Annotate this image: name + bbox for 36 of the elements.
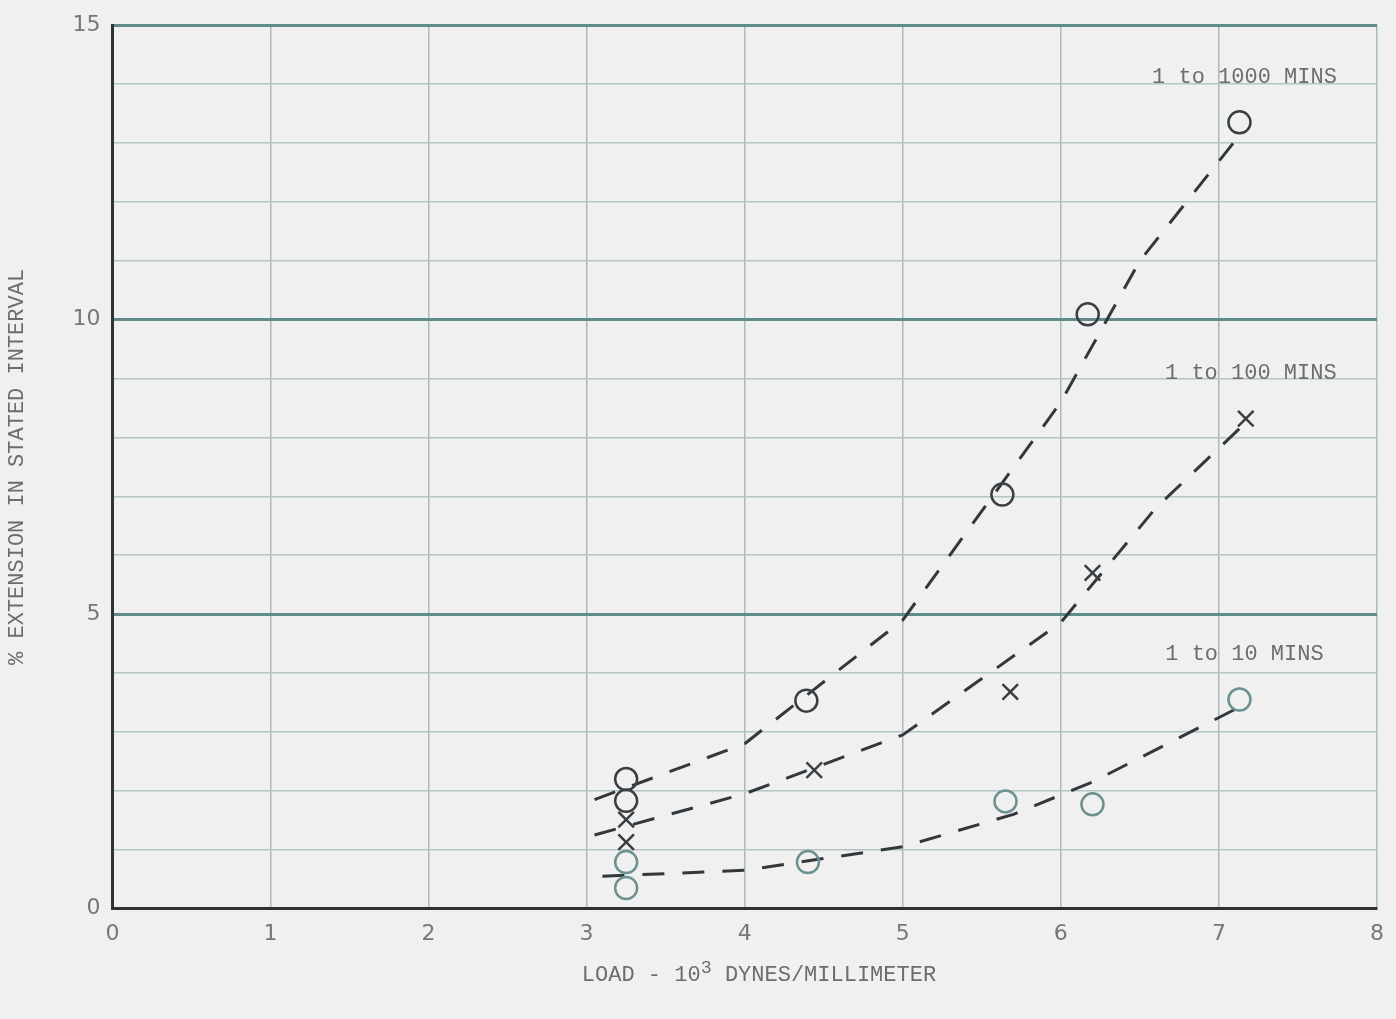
point (613, 849, 639, 875)
x-tick-label: 7 (1211, 919, 1226, 945)
x-axis-title: LOAD - 10$^{3}$ DYNES/MILLIMETER (580, 958, 938, 989)
x-tick-label: 0 (105, 919, 120, 945)
x-tick-label: 4 (737, 919, 752, 945)
point (993, 789, 1018, 814)
point (805, 761, 824, 780)
x-tick-label: 6 (1053, 919, 1068, 945)
point (613, 875, 639, 901)
point (794, 688, 819, 713)
point (1001, 682, 1020, 701)
point (613, 788, 639, 814)
point (617, 810, 636, 829)
series-label: 1 to 10 MINS (1165, 642, 1324, 668)
x-tick-label: 2 (421, 919, 436, 945)
y-tick-label: 15 (72, 10, 101, 36)
x-tick-label: 1 (263, 919, 278, 945)
point (795, 849, 821, 875)
point (1236, 409, 1255, 428)
point (617, 833, 636, 852)
point (1227, 687, 1252, 712)
series-label: 1 to 100 MINS (1164, 361, 1337, 387)
y-tick-label: 10 (72, 305, 101, 331)
point (990, 482, 1015, 507)
point (1075, 302, 1100, 327)
series-label: 1 to 1000 MINS (1152, 65, 1337, 91)
point (1083, 563, 1102, 582)
y-tick-label: 5 (86, 599, 101, 625)
point (1080, 792, 1105, 817)
x-tick-label: 5 (895, 919, 910, 945)
point (1227, 110, 1252, 135)
y-axis-title: % EXTENSION IN STATED INTERVAL (5, 268, 31, 665)
point (613, 766, 639, 792)
x-tick-label: 8 (1370, 919, 1384, 945)
y-tick-label: 0 (86, 894, 101, 920)
x-tick-label: 3 (579, 919, 594, 945)
